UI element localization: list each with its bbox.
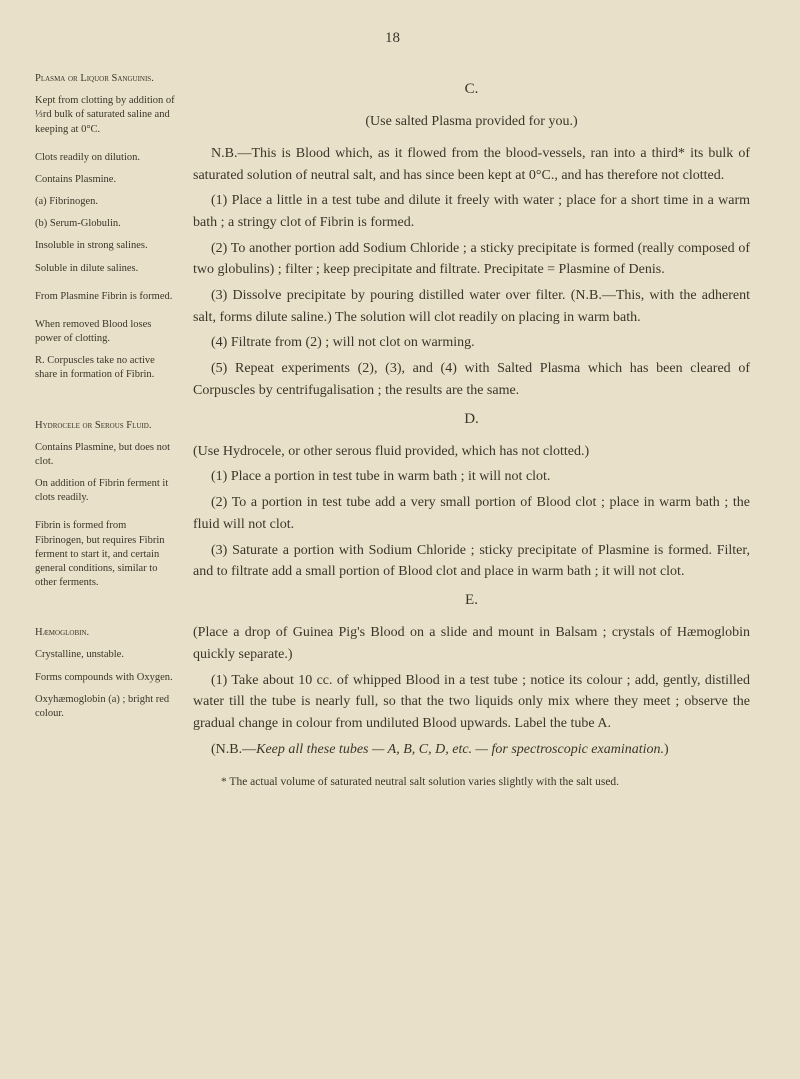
side-note: Plasma or Liquor Sanguinis. xyxy=(35,72,175,86)
list-item: (3) Saturate a portion with Sodium Chlor… xyxy=(193,540,750,583)
nb-italic-text: Keep all these tubes — A, B, C, D, etc. … xyxy=(256,742,664,757)
section-d-intro: (Use Hydrocele, or other serous fluid pr… xyxy=(193,441,750,463)
paragraph: N.B.—This is Blood which, as it flowed f… xyxy=(193,143,750,186)
nb-suffix: ) xyxy=(664,742,669,757)
side-note: Hydrocele or Serous Fluid. xyxy=(35,419,175,433)
list-item: (5) Repeat experiments (2), (3), and (4)… xyxy=(193,358,750,401)
list-item: (1) Place a little in a test tube and di… xyxy=(193,190,750,233)
nb-note: (N.B.—Keep all these tubes — A, B, C, D,… xyxy=(193,739,750,761)
list-item: (3) Dissolve precipitate by pouring dist… xyxy=(193,285,750,328)
section-c-heading: C. xyxy=(193,78,750,101)
side-note: Insoluble in strong salines. xyxy=(35,239,175,253)
side-note: From Plasmine Fibrin is formed. xyxy=(35,290,175,304)
section-e-intro: (Place a drop of Guinea Pig's Blood on a… xyxy=(193,622,750,665)
list-item: (2) To a portion in test tube add a very… xyxy=(193,492,750,535)
side-note: R. Corpuscles take no active share in fo… xyxy=(35,354,175,382)
list-item: (2) To another portion add Sodium Chlori… xyxy=(193,238,750,281)
side-note: Fibrin is formed from Fibrinogen, but re… xyxy=(35,519,175,590)
side-note: Forms compounds with Oxygen. xyxy=(35,671,175,685)
side-notes-column: Plasma or Liquor Sanguinis. Kept from cl… xyxy=(35,72,175,792)
side-note: Clots readily on dilution. xyxy=(35,151,175,165)
side-note: (b) Serum-Globulin. xyxy=(35,217,175,231)
section-e-heading: E. xyxy=(193,589,750,612)
list-item: (4) Filtrate from (2) ; will not clot on… xyxy=(193,332,750,354)
list-item: (1) Place a portion in test tube in warm… xyxy=(193,466,750,488)
side-note: Soluble in dilute salines. xyxy=(35,262,175,276)
side-note: When removed Blood loses power of clotti… xyxy=(35,318,175,346)
main-text-column: C. (Use salted Plasma provided for you.)… xyxy=(193,72,750,792)
side-note: (a) Fibrinogen. xyxy=(35,195,175,209)
side-note: Crystalline, unstable. xyxy=(35,648,175,662)
section-d-heading: D. xyxy=(193,408,750,431)
section-c-intro: (Use salted Plasma provided for you.) xyxy=(193,111,750,133)
side-note: Kept from clotting by addition of ⅓rd bu… xyxy=(35,94,175,137)
page-number: 18 xyxy=(35,30,750,47)
footnote: * The actual volume of saturated neutral… xyxy=(193,774,750,792)
side-note: Hæmoglobin. xyxy=(35,626,175,640)
side-note: Oxyhæmoglobin (a) ; bright red colour. xyxy=(35,693,175,721)
nb-prefix: (N.B.— xyxy=(211,742,256,757)
side-note: Contains Plasmine. xyxy=(35,173,175,187)
list-item: (1) Take about 10 cc. of whipped Blood i… xyxy=(193,670,750,735)
page-content: Plasma or Liquor Sanguinis. Kept from cl… xyxy=(35,72,750,792)
side-note: On addition of Fibrin ferment it clots r… xyxy=(35,477,175,505)
side-note: Contains Plasmine, but does not clot. xyxy=(35,441,175,469)
